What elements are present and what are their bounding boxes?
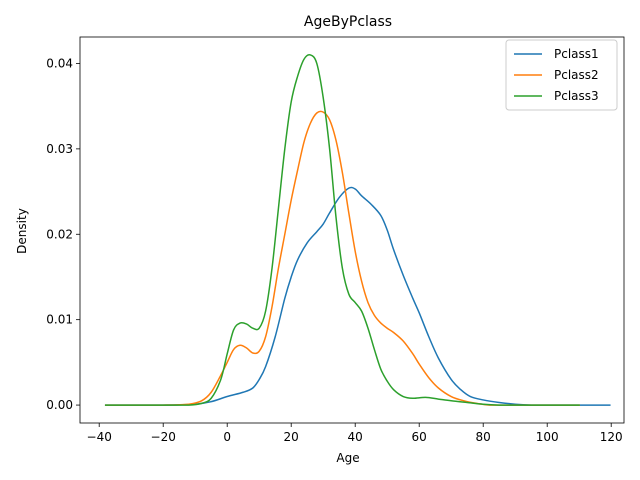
legend-box: [505, 39, 618, 111]
x-tick-label: 80: [476, 430, 491, 444]
axes-frame: [79, 36, 625, 424]
y-tick-label: 0.03: [46, 142, 73, 156]
legend-label-pclass2: Pclass2: [554, 68, 599, 82]
x-tick-label: −20: [151, 430, 176, 444]
x-axis-title: Age: [336, 451, 359, 465]
x-tick-label: 120: [600, 430, 623, 444]
legend-label-pclass3: Pclass3: [554, 89, 599, 103]
x-tick-label: 20: [284, 430, 299, 444]
x-tick-label: 60: [412, 430, 427, 444]
series-line-pclass3: [104, 54, 580, 406]
y-tick-label: 0.00: [46, 398, 73, 412]
x-tick-label: 0: [223, 430, 231, 444]
x-tick-label: −40: [87, 430, 112, 444]
legend: Pclass1 Pclass2 Pclass3: [505, 39, 618, 111]
y-axis-title: Density: [15, 208, 29, 254]
series-line-pclass2: [104, 110, 580, 406]
series-line-pclass1: [104, 186, 611, 406]
x-tick-label: 40: [348, 430, 363, 444]
plot-area: −40 −20 0 20 40 60 80 100 120 0.00 0.01 0.02 0.03 0.0…: [46, 36, 625, 444]
y-tick-label: 0.02: [46, 227, 73, 241]
x-tick-label: 100: [536, 430, 559, 444]
chart-title: AgeByPclass: [304, 14, 392, 30]
legend-label-pclass1: Pclass1: [554, 47, 599, 61]
y-tick-label: 0.04: [46, 56, 73, 70]
y-tick-label: 0.01: [46, 313, 73, 327]
